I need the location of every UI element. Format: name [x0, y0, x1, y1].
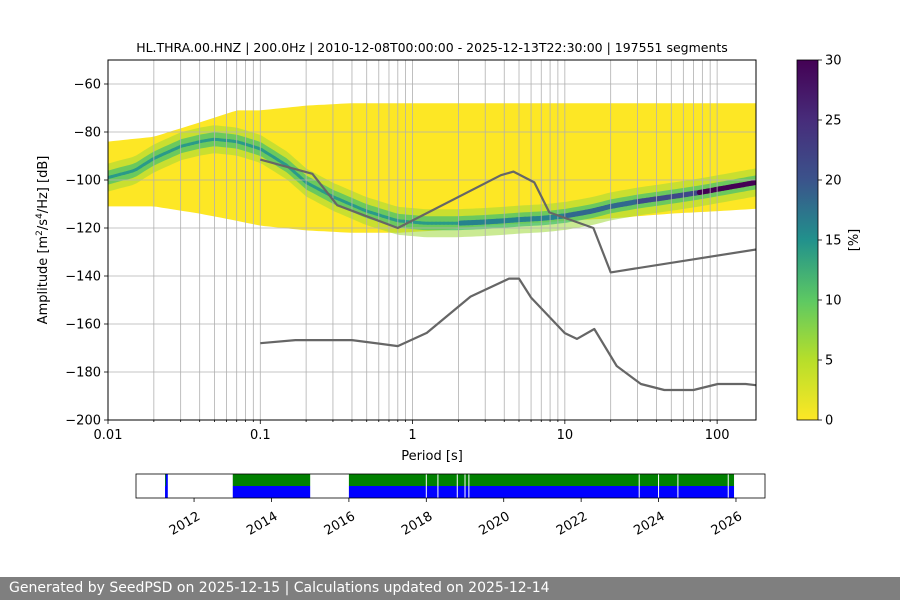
colorbar-tick-label: 10 — [825, 294, 842, 309]
availability-bottom-band — [136, 486, 765, 498]
availability-gap — [310, 474, 349, 498]
y-tick-label: −100 — [65, 174, 101, 189]
timeline-tick-label: 2020 — [477, 509, 513, 539]
colorbar-tick-label: 20 — [825, 174, 842, 189]
x-tick-label: 0.1 — [250, 428, 271, 443]
availability-gap — [136, 474, 166, 498]
availability-gap — [734, 474, 765, 498]
colorbar-tick-label: 30 — [825, 54, 842, 69]
x-tick-label: 1 — [408, 428, 416, 443]
x-tick-label: 10 — [557, 428, 574, 443]
y-tick-label: −60 — [74, 78, 101, 93]
timeline-tick-label: 2024 — [631, 509, 667, 539]
psd-chart: HL.THRA.00.HNZ | 200.0Hz | 2010-12-08T00… — [35, 40, 862, 539]
timeline-tick-label: 2026 — [709, 509, 745, 539]
colorbar-tick-label: 5 — [825, 354, 833, 369]
timeline-tick-label: 2016 — [322, 509, 358, 539]
availability-early-data — [165, 474, 168, 498]
series-nlnm — [260, 277, 756, 392]
colorbar-tick-label: 25 — [825, 114, 842, 129]
availability-top-band — [136, 474, 765, 486]
timeline-tick-label: 2022 — [554, 509, 590, 539]
colorbar-tick-label: 15 — [825, 234, 842, 249]
colorbar: 0 5 10 15 20 25 30 — [796, 54, 842, 429]
y-tick-label: −140 — [65, 270, 101, 285]
y-axis-label: Amplitude [m2/s4/Hz] [dB] — [35, 156, 51, 325]
y-tick-label: −80 — [74, 126, 101, 141]
timeline-tick-label: 2018 — [399, 509, 435, 539]
x-tick-label: 100 — [705, 428, 730, 443]
y-tick-label: −120 — [65, 222, 101, 237]
series-nhnm — [260, 158, 756, 274]
colorbar-label: [%] — [847, 229, 862, 252]
mode-band — [108, 132, 756, 231]
y-tick-label: −180 — [65, 366, 101, 381]
timeline-frame — [135, 473, 766, 499]
plot-frame — [107, 59, 757, 421]
timeline-tick-label: 2014 — [244, 509, 280, 539]
footer-text: Generated by SeedPSD on 2025-12-15 | Cal… — [0, 577, 900, 600]
chart-title: HL.THRA.00.HNZ | 200.0Hz | 2010-12-08T00… — [136, 40, 728, 55]
x-axis-label: Period [s] — [401, 449, 463, 464]
colorbar-tick-label: 0 — [825, 414, 833, 429]
y-tick-label: −160 — [65, 318, 101, 333]
availability-gap — [166, 474, 233, 498]
mode-segment — [749, 179, 756, 186]
plot-area — [108, 60, 756, 420]
x-tick-label: 0.01 — [94, 428, 123, 443]
y-tick-label: −200 — [65, 414, 101, 429]
timeline-tick-label: 2012 — [167, 509, 203, 539]
availability-timeline: 2012 2014 2016 2018 2020 2022 2024 2026 — [135, 473, 766, 539]
